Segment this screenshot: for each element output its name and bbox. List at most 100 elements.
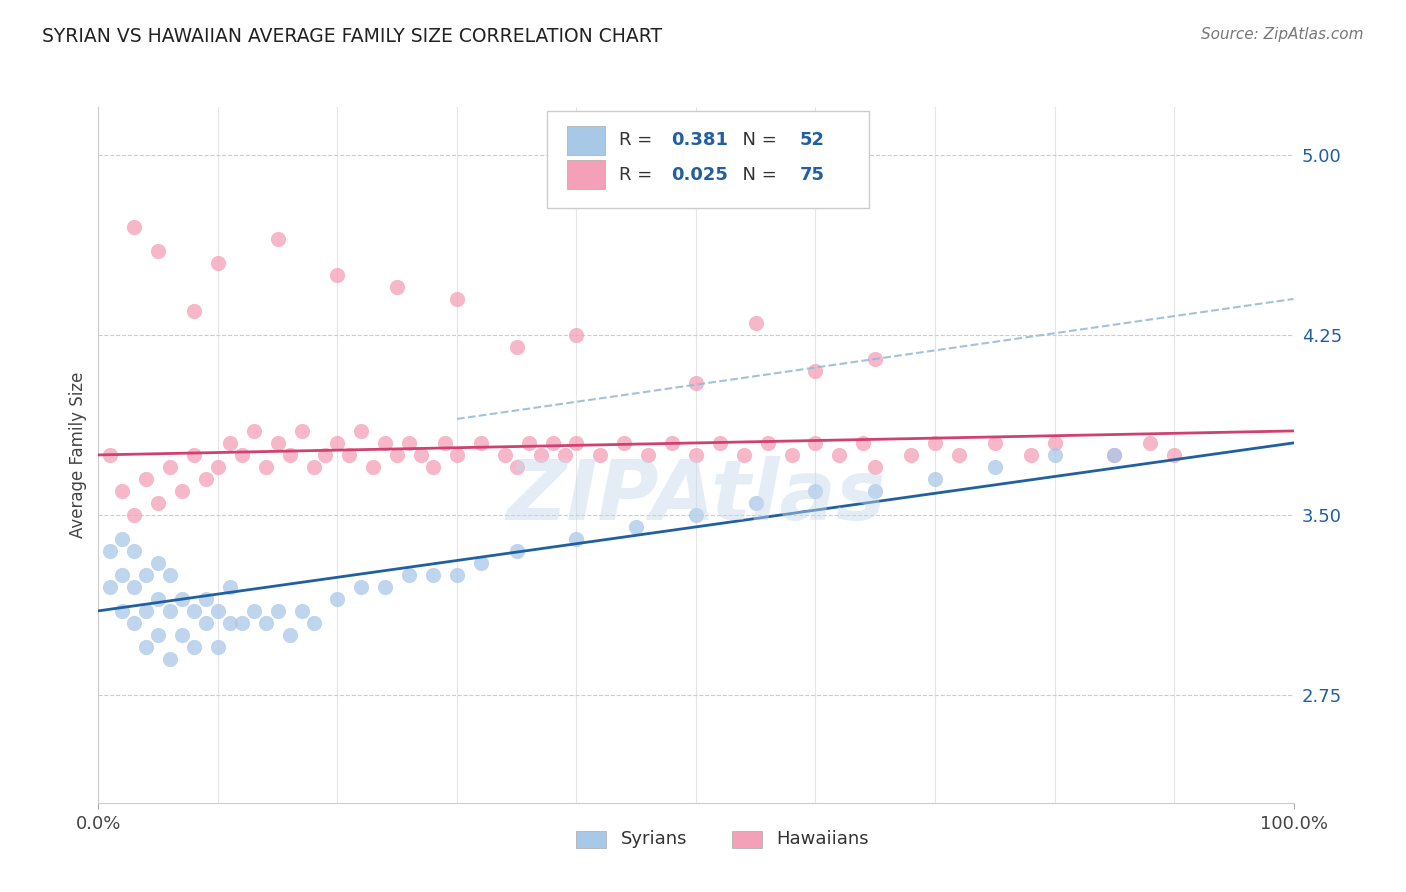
Point bbox=[219, 436, 242, 450]
Point bbox=[207, 604, 229, 618]
Point bbox=[804, 364, 827, 378]
Point bbox=[446, 292, 468, 306]
Point bbox=[709, 436, 731, 450]
Point bbox=[159, 604, 181, 618]
Point bbox=[363, 459, 385, 474]
Text: 0.025: 0.025 bbox=[671, 166, 728, 184]
Point bbox=[780, 448, 803, 462]
Text: Hawaiians: Hawaiians bbox=[776, 830, 869, 848]
Point bbox=[1139, 436, 1161, 450]
Point bbox=[135, 604, 157, 618]
Point bbox=[804, 436, 827, 450]
Point bbox=[302, 615, 325, 630]
Point bbox=[135, 567, 157, 582]
Point bbox=[183, 640, 205, 654]
Point bbox=[1043, 448, 1066, 462]
Point bbox=[124, 615, 146, 630]
Point bbox=[278, 448, 301, 462]
Point bbox=[385, 280, 409, 294]
Text: 52: 52 bbox=[800, 131, 825, 150]
Point bbox=[159, 567, 181, 582]
Point bbox=[183, 304, 205, 318]
Point bbox=[183, 604, 205, 618]
Point bbox=[565, 328, 588, 343]
Point bbox=[124, 580, 146, 594]
Point bbox=[111, 483, 134, 498]
Point bbox=[98, 580, 122, 594]
Point bbox=[398, 436, 420, 450]
Point bbox=[385, 448, 409, 462]
Point bbox=[339, 448, 361, 462]
Point bbox=[1043, 436, 1066, 450]
Point bbox=[111, 532, 134, 546]
Point bbox=[1104, 448, 1126, 462]
Point bbox=[207, 256, 229, 270]
Text: 75: 75 bbox=[800, 166, 825, 184]
Point bbox=[565, 532, 588, 546]
Point bbox=[148, 556, 170, 570]
Point bbox=[756, 436, 779, 450]
Point bbox=[159, 459, 181, 474]
Point bbox=[172, 483, 194, 498]
Text: SYRIAN VS HAWAIIAN AVERAGE FAMILY SIZE CORRELATION CHART: SYRIAN VS HAWAIIAN AVERAGE FAMILY SIZE C… bbox=[42, 27, 662, 45]
Point bbox=[231, 448, 253, 462]
Point bbox=[374, 436, 396, 450]
Point bbox=[267, 232, 290, 246]
Point bbox=[685, 508, 707, 522]
Point bbox=[148, 496, 170, 510]
Point bbox=[506, 340, 529, 354]
Point bbox=[984, 436, 1007, 450]
Point bbox=[183, 448, 205, 462]
Point bbox=[124, 544, 146, 558]
Point bbox=[135, 472, 157, 486]
Point bbox=[172, 591, 194, 606]
Point bbox=[267, 604, 290, 618]
Point bbox=[231, 615, 253, 630]
Point bbox=[219, 580, 242, 594]
Point bbox=[948, 448, 970, 462]
Point bbox=[350, 580, 373, 594]
Point bbox=[111, 604, 134, 618]
Point bbox=[865, 483, 887, 498]
Point bbox=[1163, 448, 1185, 462]
Point bbox=[278, 628, 301, 642]
Point bbox=[302, 459, 325, 474]
Point bbox=[1104, 448, 1126, 462]
Point bbox=[98, 448, 122, 462]
Point bbox=[219, 615, 242, 630]
Point bbox=[195, 591, 218, 606]
FancyBboxPatch shape bbox=[576, 830, 606, 848]
Point bbox=[554, 448, 576, 462]
FancyBboxPatch shape bbox=[567, 126, 605, 155]
Point bbox=[865, 459, 887, 474]
Point bbox=[613, 436, 636, 450]
Point bbox=[374, 580, 396, 594]
Point bbox=[315, 448, 337, 462]
Point bbox=[254, 615, 277, 630]
Point bbox=[506, 459, 529, 474]
Point bbox=[207, 640, 229, 654]
Point bbox=[98, 544, 122, 558]
Point bbox=[422, 567, 444, 582]
Point bbox=[398, 567, 420, 582]
Point bbox=[254, 459, 277, 474]
Point bbox=[470, 556, 492, 570]
Point bbox=[124, 508, 146, 522]
Text: 0.381: 0.381 bbox=[671, 131, 728, 150]
Point bbox=[685, 448, 707, 462]
Point bbox=[541, 436, 564, 450]
Point bbox=[148, 591, 170, 606]
Point bbox=[350, 424, 373, 438]
Point bbox=[172, 628, 194, 642]
Point bbox=[745, 496, 768, 510]
Point bbox=[637, 448, 659, 462]
Point bbox=[326, 591, 349, 606]
Y-axis label: Average Family Size: Average Family Size bbox=[69, 372, 87, 538]
Point bbox=[470, 436, 492, 450]
Point bbox=[530, 448, 553, 462]
Point bbox=[900, 448, 922, 462]
Point bbox=[517, 436, 540, 450]
Point bbox=[828, 448, 851, 462]
Point bbox=[733, 448, 755, 462]
Point bbox=[804, 483, 827, 498]
